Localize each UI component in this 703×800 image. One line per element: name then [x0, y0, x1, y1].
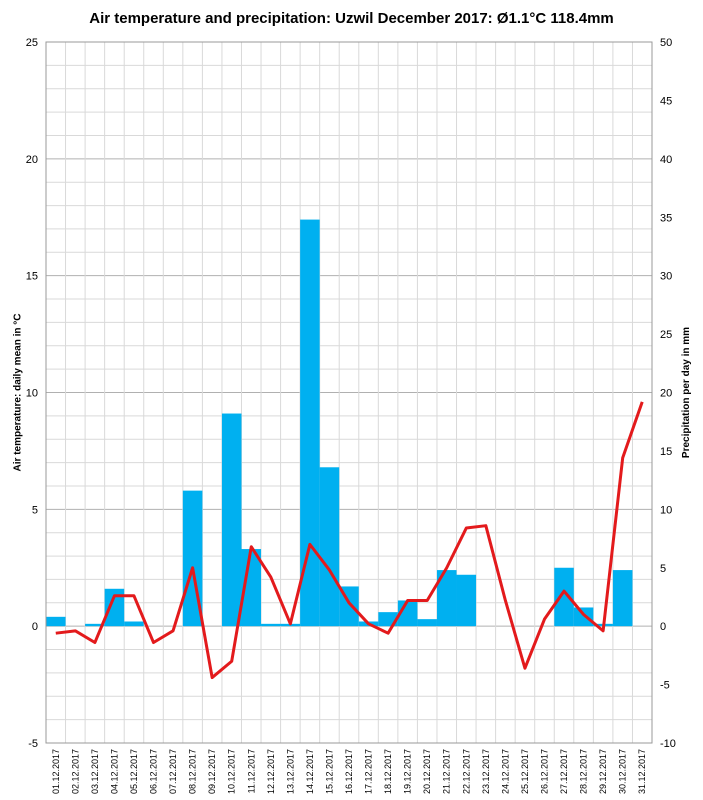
x-tick-label: 12.12.2017 — [266, 749, 276, 794]
x-tick-label: 05.12.2017 — [129, 749, 139, 794]
y-tick-label-right: 25 — [660, 329, 672, 341]
y-tick-label-left: 10 — [26, 388, 38, 400]
precip-bar — [436, 570, 457, 627]
y-tick-label-right: -5 — [660, 680, 670, 692]
y-tick-label-right: 45 — [660, 95, 672, 107]
x-tick-label: 25.12.2017 — [520, 749, 530, 794]
y-tick-label-right: 50 — [660, 37, 672, 49]
y-tick-label-right: -10 — [660, 738, 676, 750]
y-tick-label-right: 5 — [660, 563, 666, 575]
x-tick-label: 07.12.2017 — [168, 749, 178, 794]
x-tick-label: 18.12.2017 — [383, 749, 393, 794]
y-tick-label-right: 20 — [660, 388, 672, 400]
y-tick-label-right: 0 — [660, 621, 666, 633]
y-tick-label-left: -5 — [28, 738, 38, 750]
precip-bar — [554, 567, 574, 627]
x-tick-label: 21.12.2017 — [442, 749, 452, 794]
precip-bar — [104, 588, 125, 627]
precip-bar — [221, 413, 242, 627]
x-tick-label: 15.12.2017 — [324, 749, 334, 794]
precip-bar — [300, 219, 320, 627]
x-tick-label: 14.12.2017 — [305, 749, 315, 794]
precip-bar — [417, 619, 437, 627]
y-axis-label-left: Air temperature: daily mean in °C — [12, 313, 24, 472]
temperature-line — [55, 401, 644, 680]
x-tick-label: 31.12.2017 — [637, 749, 647, 794]
x-tick-label: 16.12.2017 — [344, 749, 354, 794]
x-tick-label: 20.12.2017 — [422, 749, 432, 794]
precip-bar — [456, 574, 477, 627]
x-tick-label: 24.12.2017 — [500, 749, 510, 794]
y-tick-label-left: 5 — [32, 504, 38, 516]
x-tick-label: 01.12.2017 — [51, 749, 61, 794]
x-tick-label: 06.12.2017 — [149, 749, 159, 794]
y-tick-label-right: 15 — [660, 446, 672, 458]
y-tick-label-left: 20 — [26, 154, 38, 166]
x-tick-label: 22.12.2017 — [461, 749, 471, 794]
precip-bar — [261, 623, 281, 627]
x-tick-label: 09.12.2017 — [207, 749, 217, 794]
x-tick-label: 10.12.2017 — [227, 749, 237, 794]
chart-title: Air temperature and precipitation: Uzwil… — [89, 10, 614, 27]
x-tick-label: 19.12.2017 — [403, 749, 413, 794]
precip-bar — [319, 467, 340, 627]
y-tick-label-left: 15 — [26, 271, 38, 283]
y-tick-label-left: 25 — [26, 37, 38, 49]
precip-bar — [85, 623, 105, 627]
precip-bar — [46, 616, 66, 627]
x-tick-label: 26.12.2017 — [539, 749, 549, 794]
y-axis-label-right: Precipitation per day in mm — [680, 326, 692, 459]
y-tick-label-left: 0 — [32, 621, 38, 633]
plot-border — [45, 41, 653, 744]
x-tick-label: 08.12.2017 — [188, 749, 198, 794]
precip-bar — [124, 621, 144, 627]
precip-bar — [612, 570, 633, 627]
x-tick-label: 29.12.2017 — [598, 749, 608, 794]
x-tick-label: 02.12.2017 — [70, 749, 80, 794]
x-tick-label: 27.12.2017 — [559, 749, 569, 794]
x-tick-label: 17.12.2017 — [364, 749, 374, 794]
x-tick-label: 23.12.2017 — [481, 749, 491, 794]
y-tick-label-right: 30 — [660, 271, 672, 283]
y-tick-label-right: 10 — [660, 504, 672, 516]
x-tick-label: 04.12.2017 — [109, 749, 119, 794]
x-tick-label: 30.12.2017 — [618, 749, 628, 794]
x-tick-label: 13.12.2017 — [285, 749, 295, 794]
y-tick-label-right: 40 — [660, 154, 672, 166]
x-tick-label: 03.12.2017 — [90, 749, 100, 794]
y-tick-label-right: 35 — [660, 212, 672, 224]
x-tick-label: 28.12.2017 — [579, 749, 589, 794]
x-tick-label: 11.12.2017 — [246, 749, 256, 793]
precip-bar — [573, 607, 594, 627]
